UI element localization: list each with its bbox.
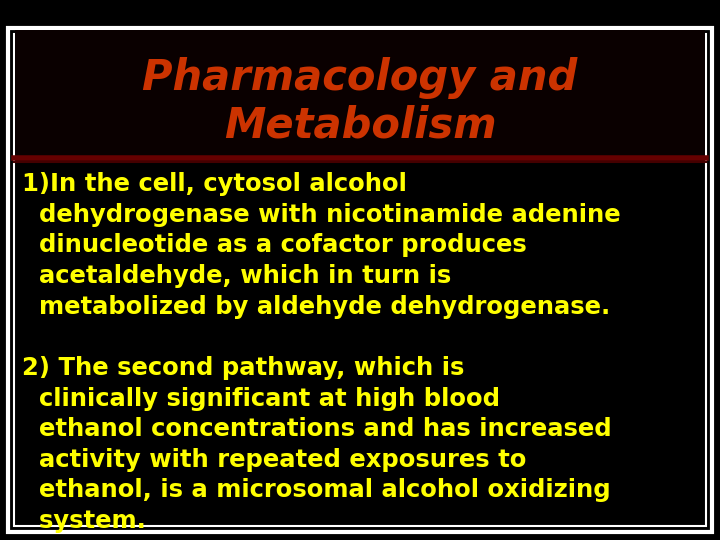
FancyBboxPatch shape [8, 28, 712, 532]
FancyBboxPatch shape [15, 30, 705, 155]
Text: 1)In the cell, cytosol alcohol
  dehydrogenase with nicotinamide adenine
  dinuc: 1)In the cell, cytosol alcohol dehydroge… [22, 172, 621, 533]
Text: Metabolism: Metabolism [224, 104, 496, 146]
Text: Pharmacology and: Pharmacology and [143, 57, 577, 99]
FancyBboxPatch shape [14, 34, 706, 526]
